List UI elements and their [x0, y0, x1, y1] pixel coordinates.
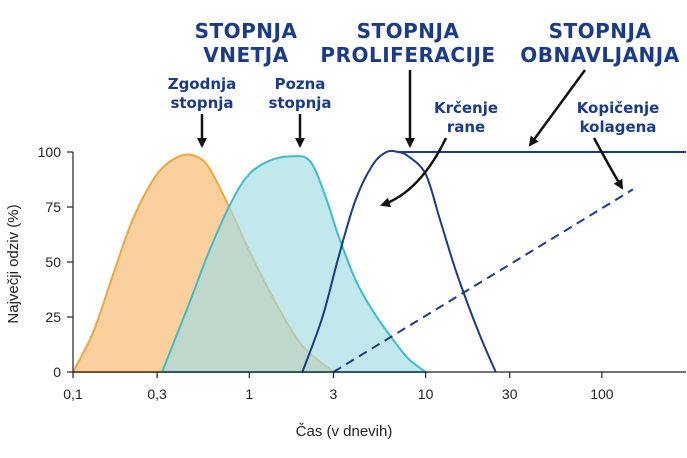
remodeling-arrow [528, 69, 587, 147]
late-phase-label-line-1: Pozna [275, 75, 326, 93]
collagen-arrow [592, 137, 624, 190]
early-phase-label-line-2: stopnja [170, 94, 233, 112]
late-phase-label-line-2: stopnja [268, 94, 331, 112]
early-phase-label-line-1: Zgodnja [168, 75, 237, 93]
series-layer [71, 149, 686, 373]
wound-contraction-label-line-2: rane [447, 118, 485, 136]
y-tick-label: 50 [45, 254, 61, 270]
x-tick-label: 100 [590, 386, 614, 402]
ticks-layer: 0,1 0,3 1 3 10 30 100 0 25 50 75 100 [38, 144, 614, 402]
collagen-label-line-1: Kopičenje [577, 99, 660, 117]
y-axis-title: Največji odziv (%) [5, 204, 22, 323]
wound-contraction-label-line-1: Krčenje [434, 99, 498, 117]
y-tick-label: 75 [45, 199, 61, 215]
remodeling-phase-line-2: OBNAVLJANJA [520, 43, 679, 67]
y-tick-label: 25 [45, 309, 61, 325]
x-tick-label: 10 [418, 386, 434, 402]
inflammation-phase-line-2: VNETJA [203, 43, 288, 67]
x-tick-label: 1 [245, 386, 253, 402]
proliferation-phase-line-1: STOPNJA [357, 19, 460, 43]
y-tick-label: 0 [53, 364, 61, 380]
x-tick-label: 30 [502, 386, 518, 402]
remodeling-phase-line-1: STOPNJA [549, 19, 652, 43]
inflammation-phase-line-1: STOPNJA [195, 19, 298, 43]
collagen-label-line-2: kolagena [580, 118, 657, 136]
x-tick-label: 0,3 [147, 386, 167, 402]
x-axis-title: Čas (v dnevih) [296, 423, 393, 440]
y-tick-label: 100 [38, 144, 62, 160]
late-phase-area [160, 155, 429, 373]
proliferation-phase-line-2: PROLIFERACIJE [320, 43, 495, 67]
x-tick-label: 0,1 [63, 386, 83, 402]
collagen-dashed-line [332, 188, 634, 373]
x-tick-label: 3 [330, 386, 338, 402]
wound-contraction-arrow [380, 137, 448, 208]
